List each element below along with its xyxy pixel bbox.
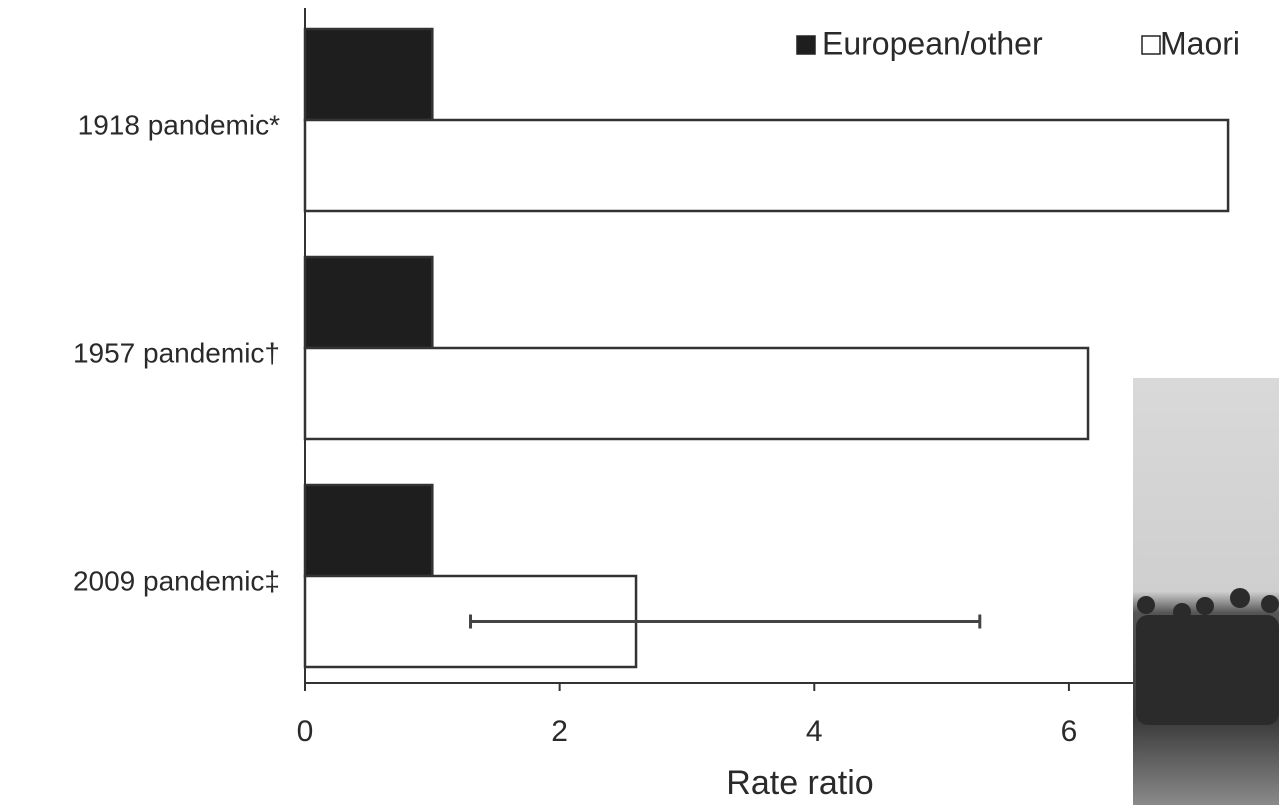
legend-swatch bbox=[797, 36, 815, 54]
x-axis-title: Rate ratio bbox=[726, 764, 873, 802]
x-tick-label: 4 bbox=[806, 715, 823, 748]
legend-label: Maori bbox=[1160, 25, 1240, 61]
photo-frame bbox=[1133, 378, 1279, 805]
y-tick-label: 2009 pandemic‡ bbox=[73, 565, 280, 596]
y-tick-label: 1918 pandemic* bbox=[78, 109, 280, 140]
bar bbox=[305, 257, 432, 348]
legend-label: European/other bbox=[822, 25, 1043, 61]
x-tick-label: 2 bbox=[551, 715, 568, 748]
photo bbox=[1133, 378, 1279, 805]
x-tick-label: 0 bbox=[297, 715, 314, 748]
chart: 0 2 4 6 1918 pandemic* 1957 pandemic† 2009 pan… bbox=[0, 0, 1279, 805]
y-tick-label: 1957 pandemic† bbox=[73, 337, 280, 368]
legend-swatch bbox=[1142, 36, 1160, 54]
bar bbox=[305, 348, 1088, 439]
x-tick-label: 6 bbox=[1061, 715, 1078, 748]
bar bbox=[305, 485, 432, 576]
bar bbox=[305, 29, 432, 120]
bar bbox=[305, 120, 1228, 211]
